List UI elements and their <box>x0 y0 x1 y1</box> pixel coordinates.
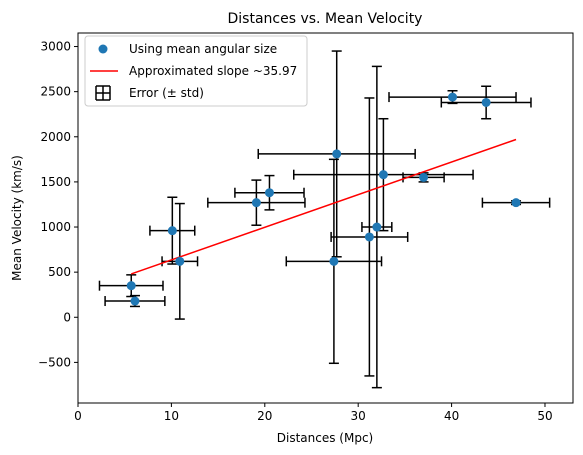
x-axis: 0 10 20 30 40 50 <box>74 403 553 423</box>
y-tick-label: 1500 <box>40 175 71 189</box>
legend-label-points: Using mean angular size <box>129 42 277 56</box>
legend: Using mean angular size Approximated slo… <box>84 35 308 107</box>
y-tick-label: 3000 <box>40 40 71 54</box>
y-axis-label: Mean Velocity (km/s) <box>10 155 24 281</box>
data-point-14 <box>511 198 521 208</box>
y-axis: −500 0 500 1000 1500 2000 2500 3000 <box>38 40 78 369</box>
legend-marker-points <box>98 44 108 54</box>
data-point-8 <box>364 232 374 242</box>
x-tick-label: 20 <box>257 409 272 423</box>
data-point-7 <box>332 149 342 159</box>
x-tick-label: 30 <box>351 409 366 423</box>
y-tick-label: 2000 <box>40 130 71 144</box>
data-point-2 <box>167 226 177 236</box>
y-tick-label: 1000 <box>40 220 71 234</box>
x-axis-label: Distances (Mpc) <box>277 431 373 445</box>
data-point-4 <box>251 198 261 208</box>
data-point-13 <box>481 97 491 107</box>
y-tick-label: 0 <box>63 310 71 324</box>
data-point-0 <box>126 281 136 291</box>
chart-title: Distances vs. Mean Velocity <box>228 11 423 27</box>
x-tick-label: 10 <box>164 409 179 423</box>
plot-area <box>98 50 551 389</box>
data-point-9 <box>372 222 382 232</box>
data-point-11 <box>419 172 429 182</box>
y-tick-label: 500 <box>48 265 71 279</box>
legend-marker-errorbar <box>95 85 111 101</box>
legend-label-fit: Approximated slope ~35.97 <box>129 64 297 78</box>
data-point-5 <box>264 188 274 198</box>
x-tick-label: 50 <box>537 409 552 423</box>
x-tick-label: 0 <box>74 409 82 423</box>
y-tick-label: −500 <box>38 355 71 369</box>
legend-frame <box>84 35 308 107</box>
data-point-12 <box>448 92 458 102</box>
fit-line <box>130 138 517 275</box>
data-point-6 <box>329 256 339 266</box>
data-point-1 <box>130 296 140 306</box>
data-point-10 <box>378 170 388 180</box>
x-tick-label: 40 <box>444 409 459 423</box>
data-point-3 <box>175 256 185 266</box>
plot-frame <box>77 32 574 404</box>
legend-label-errorbar: Error (± std) <box>129 86 204 100</box>
y-tick-label: 2500 <box>40 85 71 99</box>
